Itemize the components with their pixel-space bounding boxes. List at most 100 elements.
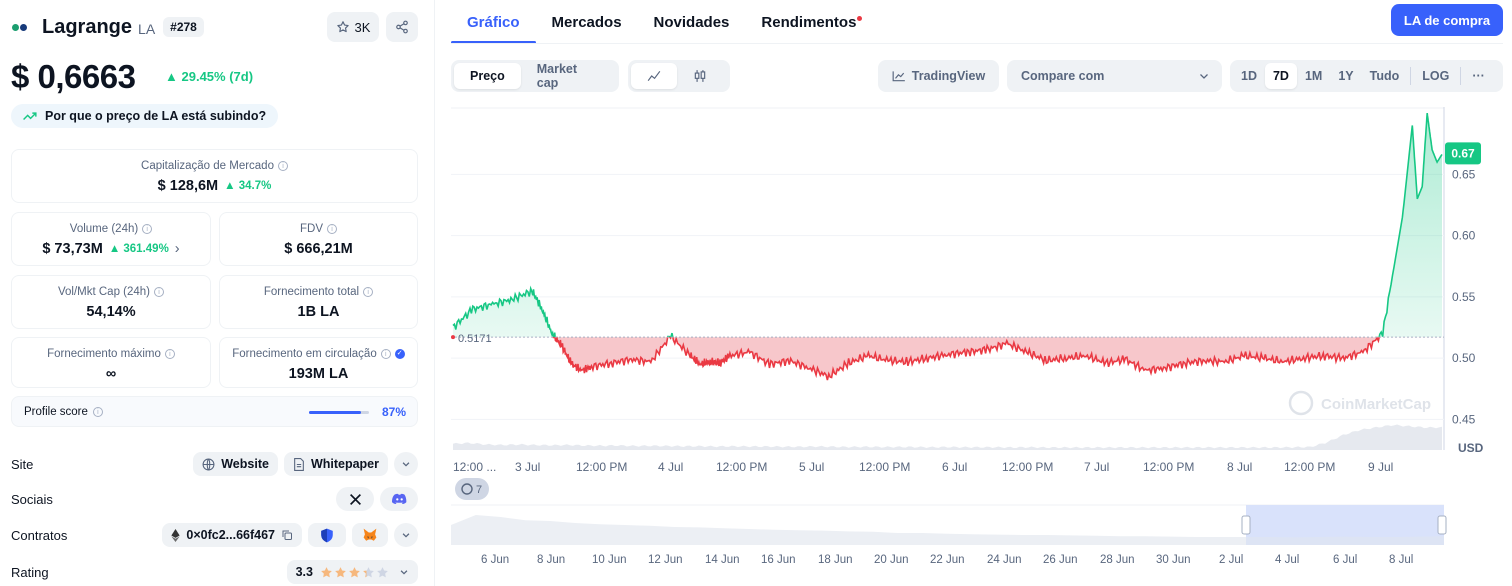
volume-area [453, 424, 1442, 450]
info-icon[interactable]: i [142, 224, 153, 234]
navigator-tick-label: 8 Jun [537, 554, 565, 566]
profile-score-row[interactable]: Profile score i 87% [11, 396, 418, 427]
y-tick-label: 0.55 [1452, 290, 1476, 304]
circulating-supply-box: Fornecimento em circulação i ✓ 193M LA [219, 337, 418, 388]
metamask-button[interactable] [352, 523, 388, 547]
navigator-tick-label: 8 Jul [1389, 554, 1413, 566]
tradingview-button[interactable]: TradingView [878, 60, 999, 92]
contract-address: 0×0fc2...66f467 [186, 528, 275, 542]
info-icon[interactable]: i [380, 349, 391, 359]
tradingview-label: TradingView [911, 69, 986, 83]
candlestick-icon [694, 70, 706, 82]
y-tick-label: 0.60 [1452, 229, 1476, 243]
site-label: Site [11, 456, 34, 472]
coin-header: Lagrange LA #278 [12, 12, 204, 42]
range-tudo[interactable]: Tudo [1369, 69, 1400, 83]
copy-icon[interactable] [281, 529, 293, 541]
market-cap-change: ▲ 34.7% [224, 180, 272, 192]
x-tick-label: 12:00 PM [1284, 460, 1335, 474]
y-tick-label: 0.50 [1452, 351, 1476, 365]
price-toggle[interactable]: Preço [454, 63, 521, 89]
rating-stars [320, 566, 389, 579]
line-chart-button[interactable] [631, 63, 677, 89]
x-tick-label: 8 Jul [1227, 460, 1252, 474]
fdv-value: $ 666,21M [284, 241, 353, 257]
info-icon[interactable]: i [154, 287, 165, 297]
log-scale-toggle[interactable]: LOG [1422, 69, 1450, 83]
market-cap-toggle[interactable]: Market cap [536, 62, 578, 90]
more-options-button[interactable]: ··· [1472, 69, 1485, 83]
info-icon[interactable]: i [277, 161, 288, 171]
profile-score-label: Profile score [24, 405, 88, 418]
buy-button[interactable]: LA de compra [1391, 4, 1503, 36]
site-more-button[interactable] [394, 452, 418, 476]
document-icon [294, 457, 304, 471]
navigator-handle-left[interactable] [1241, 515, 1251, 535]
total-supply-label: Fornecimento total [263, 286, 360, 298]
fdv-box: FDV i $ 666,21M [219, 212, 418, 266]
navigator-handle-right[interactable] [1437, 515, 1447, 535]
info-icon[interactable]: i [164, 349, 175, 359]
star-icon [377, 566, 388, 577]
info-icon[interactable]: i [92, 406, 103, 417]
compare-label: Compare com [1021, 69, 1105, 83]
tradingview-icon [892, 71, 905, 82]
volume-value: $ 73,73M [42, 241, 103, 257]
share-button[interactable] [386, 12, 418, 42]
volume-label: Volume (24h) [69, 223, 139, 235]
navigator-tick-label: 4 Jul [1275, 554, 1299, 566]
info-icon[interactable]: i [363, 287, 374, 297]
candlestick-chart-button[interactable] [677, 63, 723, 89]
contracts-row: Contratos 0×0fc2...66f467 [11, 522, 418, 548]
volume-series [453, 424, 1442, 450]
total-supply-box: Fornecimento total i 1B LA [219, 275, 418, 329]
range-1d[interactable]: 1D [1241, 69, 1257, 83]
contracts-label: Contratos [11, 527, 68, 543]
profile-score-bar [309, 411, 369, 414]
x-tick-label: 7 Jul [1084, 460, 1109, 474]
star-icon [321, 566, 332, 577]
whitepaper-button[interactable]: Whitepaper [283, 452, 388, 476]
price-chart[interactable]: 0.65 0.60 0.55 0.50 0.45 0.5171 0.67 USD CoinMar… [451, 107, 1503, 566]
price-marketcap-toggle: Preço Market cap [451, 60, 619, 92]
chevron-down-icon [402, 462, 410, 467]
chevron-down-icon [402, 533, 410, 538]
security-audit-button[interactable] [308, 523, 346, 547]
range-1y[interactable]: 1Y [1338, 69, 1354, 83]
rating-button[interactable]: 3.3 [286, 560, 418, 584]
chevron-right-icon[interactable]: › [174, 241, 180, 257]
watchlist-button[interactable]: 3K [327, 12, 379, 42]
max-supply-label: Fornecimento máximo [47, 348, 161, 360]
x-tick-label: 6 Jul [942, 460, 967, 474]
fdv-label: FDV [300, 223, 323, 235]
tab-novidades[interactable]: Novidades [653, 13, 730, 31]
range-1m[interactable]: 1M [1304, 69, 1323, 83]
compare-dropdown[interactable]: Compare com [1007, 60, 1222, 92]
info-icon[interactable]: i [327, 224, 337, 234]
vol-mkt-cap-value: 54,14% [86, 304, 136, 320]
tab-rendimentos[interactable]: Rendimentos [745, 0, 872, 44]
site-row: Site Website Whitepaper [11, 451, 418, 477]
x-tick-label: 12:00 PM [716, 460, 767, 474]
website-label: Website [221, 457, 269, 471]
range-7d[interactable]: 7D [1264, 63, 1297, 89]
discord-button[interactable] [380, 487, 418, 511]
coin-name: Lagrange [42, 15, 133, 38]
volume-box: Volume (24h) i $ 73,73M ▲ 361.49% › [11, 212, 211, 266]
x-tick-label: 12:00 PM [576, 460, 627, 474]
max-supply-box: Fornecimento máximo i ∞ [11, 337, 211, 388]
price-change-value: 29.45% (7d) [181, 69, 254, 84]
history-count: 7 [476, 484, 482, 496]
coin-symbol: LA [138, 20, 156, 37]
x-tick-label: 12:00 PM [1143, 460, 1194, 474]
contracts-more-button[interactable] [394, 523, 418, 547]
x-logo-icon [349, 493, 361, 505]
tab-grafico[interactable]: Gráfico [451, 0, 536, 44]
tab-mercados[interactable]: Mercados [551, 13, 622, 31]
why-rising-button[interactable]: Por que o preço de LA está subindo? [11, 104, 279, 128]
website-button[interactable]: Website [193, 452, 278, 476]
line-chart-icon [647, 70, 661, 82]
x-tick-label: 3 Jul [515, 460, 540, 474]
x-twitter-button[interactable] [336, 487, 374, 511]
contract-address-button[interactable]: 0×0fc2...66f467 [162, 523, 302, 547]
